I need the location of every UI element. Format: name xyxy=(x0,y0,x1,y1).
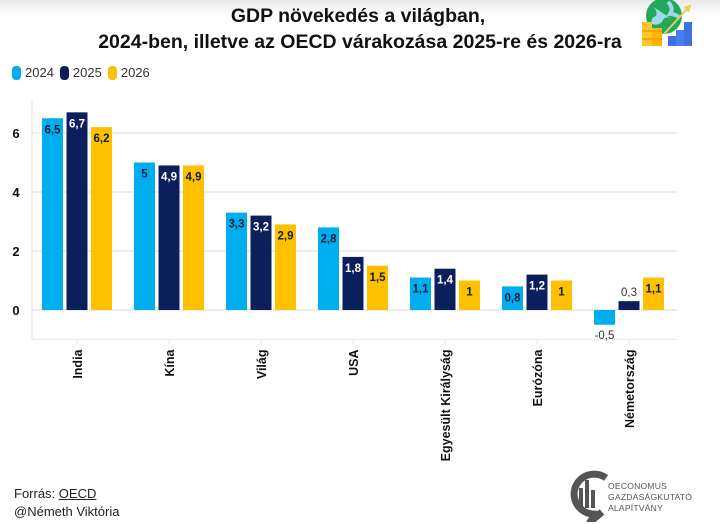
bar-2025[interactable] xyxy=(158,165,180,310)
x-tick-label: India xyxy=(71,348,85,378)
bar-2025[interactable] xyxy=(618,301,640,310)
bar-2026[interactable] xyxy=(91,127,112,310)
legend-label-2025: 2025 xyxy=(72,65,102,80)
data-label: 1 xyxy=(466,287,473,299)
data-label: 1,8 xyxy=(345,263,362,275)
bar-2024[interactable] xyxy=(42,118,63,310)
legend: 2024 2025 2026 xyxy=(12,65,156,80)
bar-2026[interactable] xyxy=(183,165,204,310)
legend-item-2024[interactable]: 2024 xyxy=(12,65,54,80)
data-label: 0,8 xyxy=(505,292,522,304)
globe-coins-growth-icon xyxy=(642,0,692,46)
data-label: 4,9 xyxy=(186,171,202,183)
x-axis-labels: India Kína Világ USA Egyesült Királyság Euróz… xyxy=(71,348,637,461)
data-label: 0,3 xyxy=(621,287,637,299)
data-label: 4,9 xyxy=(161,171,177,183)
bar-2024[interactable] xyxy=(410,277,431,310)
y-tick-label: 2 xyxy=(12,244,19,259)
y-axis-labels: 0 2 4 6 xyxy=(12,126,20,318)
legend-item-2025[interactable]: 2025 xyxy=(59,65,102,80)
data-label: 6,2 xyxy=(94,133,110,145)
oeconomus-logo-icon xyxy=(570,470,609,522)
y-tick-label: 4 xyxy=(12,185,20,200)
data-label: 1 xyxy=(558,287,565,299)
logo-line1: OECONOMUS xyxy=(608,481,668,491)
chart-title: GDP növekedés a világban, 2024-ben, ille… xyxy=(0,3,720,55)
data-labels: 6,5 6,7 6,2 5 4,9 4,9 3,3 3,2 2,9 2,8 1,8 1,5 1,1 1,4… xyxy=(45,118,663,341)
bar-2026[interactable] xyxy=(459,280,480,311)
data-label: 1,1 xyxy=(413,284,430,296)
data-label: 1,1 xyxy=(646,284,663,296)
bar-2025[interactable] xyxy=(434,268,456,310)
bar-2026[interactable] xyxy=(551,280,572,311)
bar-2025[interactable] xyxy=(250,215,272,310)
chart-title-line1: GDP növekedés a világban, xyxy=(230,5,486,27)
legend-label-2024: 2024 xyxy=(25,65,54,80)
data-label: 1,2 xyxy=(529,281,545,293)
bar-2024[interactable] xyxy=(502,286,523,310)
data-label: 5 xyxy=(141,169,148,181)
source-link[interactable]: OECD xyxy=(58,486,97,501)
bars xyxy=(42,112,664,325)
x-tick-label: Világ xyxy=(255,350,269,380)
source-line: Forrás: OECD xyxy=(14,485,119,503)
x-tick-label: Kína xyxy=(163,348,177,376)
data-label: 6,5 xyxy=(45,124,62,136)
data-label: 6,7 xyxy=(69,118,85,130)
legend-swatch-2025 xyxy=(59,65,69,80)
chart-title-line2: 2024-ben, illetve az OECD várakozása 202… xyxy=(98,31,622,53)
data-label: 3,2 xyxy=(253,222,269,234)
bar-2025[interactable] xyxy=(66,112,88,310)
footer: Forrás: OECD @Németh Viktória xyxy=(14,485,119,521)
data-label: 1,4 xyxy=(437,275,454,287)
x-tick-label: USA xyxy=(347,350,361,376)
legend-swatch-2026 xyxy=(107,65,117,80)
bar-2025[interactable] xyxy=(342,256,364,310)
legend-swatch-2024 xyxy=(12,65,21,80)
x-tick-label: Eurózóna xyxy=(531,348,545,406)
bar-2026[interactable] xyxy=(643,277,664,310)
logo-line3: ALAPÍTVÁNY xyxy=(608,503,664,513)
bar-2024[interactable] xyxy=(226,212,247,310)
bar-2024[interactable] xyxy=(318,227,339,310)
data-label: 2,9 xyxy=(278,230,294,242)
logo-text: OECONOMUS GAZDASÁGKUTATÓ ALAPÍTVÁNY xyxy=(608,481,692,514)
data-label: 3,3 xyxy=(229,219,245,231)
legend-label-2026: 2026 xyxy=(120,65,150,80)
data-label: 1,5 xyxy=(370,272,387,284)
y-tick-label: 0 xyxy=(12,303,19,318)
data-label: 2,8 xyxy=(321,233,338,245)
author: @Németh Viktória xyxy=(14,504,120,519)
x-tick-label: Egyesült Királyság xyxy=(439,350,453,462)
bar-2024[interactable] xyxy=(134,162,155,311)
bar-2026[interactable] xyxy=(275,224,296,310)
bar-2024[interactable] xyxy=(594,310,615,325)
logo-line2: GAZDASÁGKUTATÓ xyxy=(608,492,693,502)
x-tick-label: Németország xyxy=(623,350,637,429)
bar-2025[interactable] xyxy=(526,274,548,310)
data-label: -0,5 xyxy=(595,330,615,342)
legend-item-2026[interactable]: 2026 xyxy=(107,65,150,80)
source-prefix: Forrás: xyxy=(14,486,59,501)
bar-chart: 6,5 6,7 6,2 5 4,9 4,9 3,3 3,2 2,9 2,8 1,8 1,5 1,1 1,4… xyxy=(12,100,677,461)
axes xyxy=(31,100,677,345)
top-shade xyxy=(0,0,720,16)
bar-2026[interactable] xyxy=(367,265,388,310)
y-tick-label: 6 xyxy=(12,126,19,141)
